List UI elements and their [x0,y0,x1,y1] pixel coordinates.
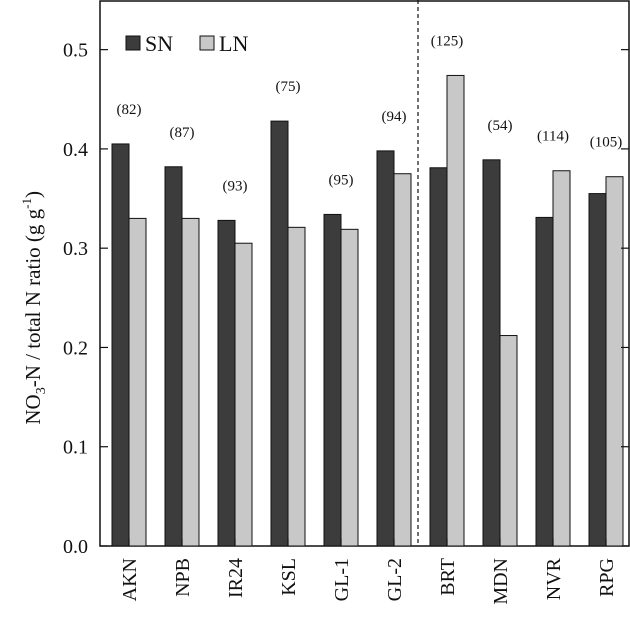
bar-sn [323,213,342,547]
bars [111,74,624,547]
bar-annotation: (125) [431,33,464,49]
x-category-label: KSL [278,558,300,596]
plot-frame [99,0,630,547]
bar-annotation: (75) [276,79,301,95]
bar-sn [535,216,554,547]
bar-sn [376,150,395,547]
y-axis-label: NO3-N / total N ratio (g g-1) [19,191,49,425]
axes [99,0,630,547]
bar-ln [605,176,624,547]
x-category-label: BRT [437,558,459,596]
bar-annotation: (105) [590,135,623,151]
legend-label-ln: LN [219,31,248,56]
y-tick-label: 0.4 [63,139,88,161]
bar-annotation: (82) [117,102,142,118]
legend: SN LN [125,31,248,56]
bar-sn [164,166,183,547]
x-category-label: IR24 [225,558,247,598]
annotations: (82) (87) (93) (75) (95) (94) (125) (54) (114) (1… [117,33,623,194]
bar-annotation: (87) [170,125,195,141]
bar-ln [340,228,359,547]
x-categories: AKN NPB IR24 KSL GL-1 GL-2 BRT MDN NVR RPG [119,539,618,605]
legend-label-sn: SN [145,31,173,56]
bar-sn [429,167,448,547]
bar-ln [287,226,306,547]
bar-ln [181,217,200,547]
bar-ln [552,170,571,547]
x-category-label: GL-2 [384,558,406,601]
bar-annotation: (95) [329,172,354,188]
legend-swatch-sn [125,35,141,51]
bar-annotation: (114) [537,129,569,145]
bar-sn [111,143,130,547]
x-category-label: NPB [172,558,194,597]
y-tick-label: 0.0 [63,536,88,558]
bar-ln [128,217,147,547]
bar-ln [234,242,253,547]
x-category-label: AKN [119,558,141,601]
y-tick-label: 0.2 [63,337,88,359]
bar-annotation: (54) [488,118,513,134]
y-tick-label: 0.1 [63,437,88,459]
x-category-label: RPG [596,558,618,597]
x-category-label: GL-1 [331,558,353,601]
bar-ln [446,74,465,547]
bar-sn [270,120,289,547]
bar-annotation: (93) [223,178,248,194]
bar-sn [217,219,236,547]
bar-sn [482,159,501,547]
bar-annotation: (94) [382,109,407,125]
y-ticks: 0.0 0.1 0.2 0.3 0.4 0.5 [63,40,629,558]
bar-ln [499,335,518,547]
legend-swatch-ln [199,35,215,51]
x-category-label: MDN [490,558,512,605]
y-tick-label: 0.3 [63,238,88,260]
y-tick-label: 0.5 [63,40,88,62]
bar-ln [393,173,412,547]
x-category-label: NVR [543,557,565,600]
bar-sn [588,193,607,547]
